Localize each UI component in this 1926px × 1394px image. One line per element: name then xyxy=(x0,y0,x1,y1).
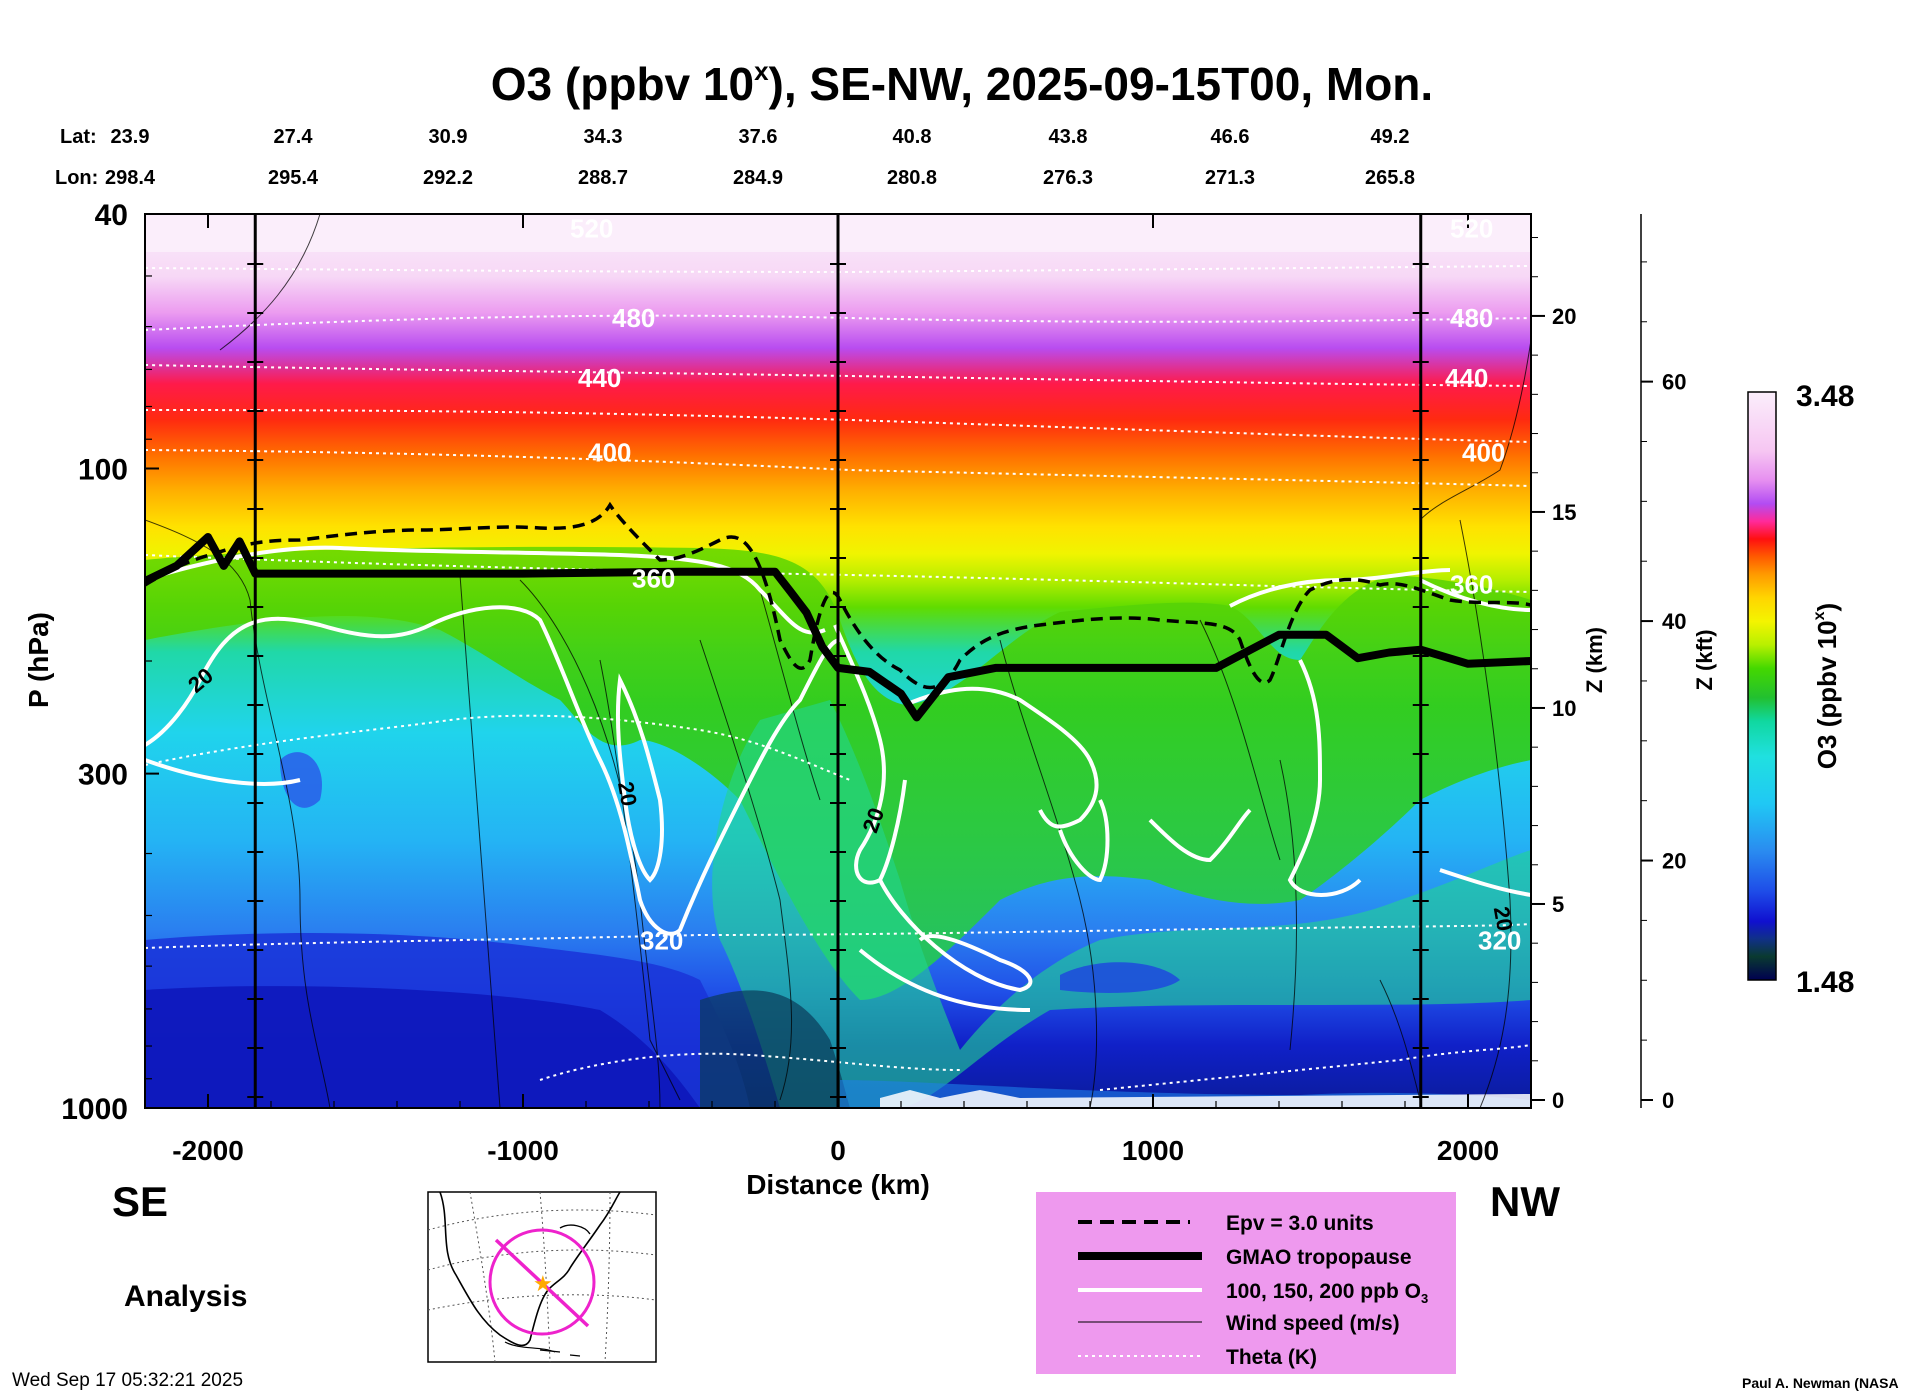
location-map: ★ xyxy=(427,1191,657,1363)
y-axis: 40 100 300 1000 xyxy=(61,199,159,1126)
y-tick-label: 300 xyxy=(78,759,128,792)
legend-o3-contours: 100, 150, 200 ppb O3 xyxy=(1226,1280,1428,1306)
map-center-star-icon: ★ xyxy=(533,1271,553,1296)
author-credit: Paul A. Newman (NASA xyxy=(1742,1375,1899,1391)
z-km-tick-label: 5 xyxy=(1552,892,1564,917)
legend-tropopause: GMAO tropopause xyxy=(1226,1246,1412,1269)
timestamp: Wed Sep 17 05:32:21 2025 xyxy=(12,1370,244,1391)
y-tick-label: 100 xyxy=(78,453,128,486)
lon-value: 271.3 xyxy=(1205,167,1255,189)
theta-label: 440 xyxy=(1445,363,1488,393)
x-axis-title: Distance (km) xyxy=(746,1169,930,1200)
x-tick-label: 0 xyxy=(830,1135,846,1166)
map-range-circle xyxy=(488,1228,596,1336)
z-km-tick-label: 10 xyxy=(1552,696,1576,721)
legend-theta: Theta (K) xyxy=(1226,1346,1317,1369)
theta-labels: 520 520 480 480 440 440 400 400 360 360 320 320 xyxy=(570,214,1521,956)
nw-direction: NW xyxy=(1490,1178,1560,1225)
theta-label: 520 xyxy=(1450,214,1493,244)
se-direction: SE xyxy=(112,1178,168,1225)
theta-label: 320 xyxy=(1478,925,1521,955)
wind-label: 20 xyxy=(1489,905,1518,933)
colorbar-min: 1.48 xyxy=(1796,966,1854,999)
lon-label: Lon: xyxy=(55,167,98,189)
z-km-tick-label: 15 xyxy=(1552,500,1576,525)
lon-value: 276.3 xyxy=(1043,167,1093,189)
wind-label: 20 xyxy=(613,780,642,808)
y-tick-label: 40 xyxy=(95,199,128,232)
legend: Epv = 3.0 units GMAO tropopause 100, 150… xyxy=(1036,1192,1456,1374)
position-markers xyxy=(247,214,1429,1108)
theta-label: 520 xyxy=(570,214,613,244)
lon-value: 298.4 xyxy=(105,167,156,189)
colorbar-max: 3.48 xyxy=(1796,380,1854,413)
lon-value: 292.2 xyxy=(423,167,473,189)
theta-label: 400 xyxy=(1462,437,1505,467)
x-tick-label: -2000 xyxy=(172,1135,244,1166)
z-km-tick-label: 20 xyxy=(1552,304,1576,329)
lat-value: 27.4 xyxy=(274,126,314,148)
lat-value: 43.8 xyxy=(1049,126,1088,148)
theta-label: 440 xyxy=(578,363,621,393)
x-tick-label: -1000 xyxy=(487,1135,559,1166)
z-kft-tick-label: 0 xyxy=(1662,1088,1674,1113)
theta-label: 480 xyxy=(1450,303,1493,333)
lat-value: 40.8 xyxy=(893,126,932,148)
analysis-label: Analysis xyxy=(124,1280,247,1313)
z-kft-title: Z (kft) xyxy=(1692,629,1717,690)
z-kft-tick-label: 60 xyxy=(1662,370,1686,395)
lat-value: 34.3 xyxy=(584,126,623,148)
map-track-line xyxy=(494,1238,590,1328)
lon-value: 265.8 xyxy=(1365,167,1415,189)
theta-label: 360 xyxy=(1450,569,1493,599)
chart-title: O3 (ppbv 10x), SE-NW, 2025-09-15T00, Mon… xyxy=(491,56,1433,110)
z-kft-tick-label: 40 xyxy=(1662,609,1686,634)
lat-label: Lat: xyxy=(60,126,97,148)
theta-label: 400 xyxy=(588,437,631,467)
lat-value: 37.6 xyxy=(739,126,778,148)
lon-value: 284.9 xyxy=(733,167,783,189)
lon-value: 288.7 xyxy=(578,167,628,189)
legend-epv: Epv = 3.0 units xyxy=(1226,1212,1374,1235)
theta-label: 360 xyxy=(632,563,675,593)
z-km-axis: 0 5 10 15 20 xyxy=(1531,237,1576,1113)
z-kft-axis: 0 20 40 60 xyxy=(1640,214,1686,1113)
colorbar: 3.48 1.48 O3 (ppbv 10x) xyxy=(1747,380,1854,999)
x-axis: -2000 -1000 0 1000 2000 xyxy=(144,214,1532,1166)
lat-value: 23.9 xyxy=(111,126,150,148)
y-tick-label: 1000 xyxy=(61,1093,128,1126)
lat-lon-row: 23.9 27.4 30.9 34.3 37.6 40.8 43.8 46.6 49.2 298.… xyxy=(105,126,1415,189)
lat-value: 49.2 xyxy=(1371,126,1410,148)
x-tick-label: 2000 xyxy=(1437,1135,1499,1166)
theta-contours xyxy=(145,265,1531,1091)
z-km-title: Z (km) xyxy=(1582,627,1607,693)
y-axis-title: P (hPa) xyxy=(23,612,54,708)
lat-value: 46.6 xyxy=(1211,126,1250,148)
z-km-tick-label: 0 xyxy=(1552,1088,1564,1113)
theta-label: 480 xyxy=(612,303,655,333)
x-tick-label: 1000 xyxy=(1122,1135,1184,1166)
colorbar-title: O3 (ppbv 10x) xyxy=(1811,603,1842,769)
z-kft-tick-label: 20 xyxy=(1662,849,1686,874)
theta-label: 320 xyxy=(640,925,683,955)
legend-wind: Wind speed (m/s) xyxy=(1226,1312,1400,1335)
lon-value: 280.8 xyxy=(887,167,937,189)
lon-value: 295.4 xyxy=(268,167,319,189)
lat-value: 30.9 xyxy=(429,126,468,148)
